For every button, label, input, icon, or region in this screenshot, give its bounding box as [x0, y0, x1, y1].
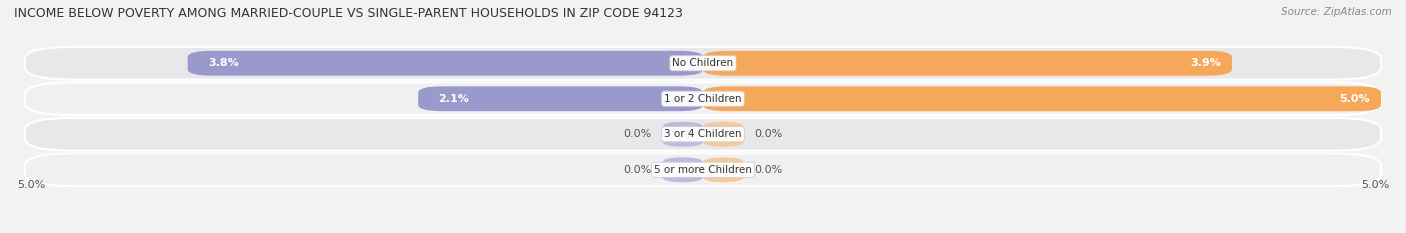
- FancyBboxPatch shape: [418, 86, 703, 111]
- FancyBboxPatch shape: [703, 122, 744, 147]
- Text: 5.0%: 5.0%: [1361, 180, 1389, 190]
- FancyBboxPatch shape: [187, 51, 703, 76]
- FancyBboxPatch shape: [703, 51, 1232, 76]
- FancyBboxPatch shape: [25, 118, 1381, 151]
- FancyBboxPatch shape: [662, 157, 703, 182]
- Text: 0.0%: 0.0%: [623, 129, 651, 139]
- Text: 0.0%: 0.0%: [755, 165, 783, 175]
- Text: No Children: No Children: [672, 58, 734, 68]
- FancyBboxPatch shape: [25, 153, 1381, 186]
- Text: 2.1%: 2.1%: [439, 94, 470, 104]
- Text: 3.8%: 3.8%: [208, 58, 239, 68]
- Text: 5.0%: 5.0%: [17, 180, 45, 190]
- Text: 5 or more Children: 5 or more Children: [654, 165, 752, 175]
- Text: INCOME BELOW POVERTY AMONG MARRIED-COUPLE VS SINGLE-PARENT HOUSEHOLDS IN ZIP COD: INCOME BELOW POVERTY AMONG MARRIED-COUPL…: [14, 7, 683, 20]
- Text: 5.0%: 5.0%: [1340, 94, 1371, 104]
- FancyBboxPatch shape: [703, 157, 744, 182]
- Text: 3.9%: 3.9%: [1191, 58, 1220, 68]
- Text: 3 or 4 Children: 3 or 4 Children: [664, 129, 742, 139]
- FancyBboxPatch shape: [703, 86, 1381, 111]
- Text: 0.0%: 0.0%: [623, 165, 651, 175]
- Text: Source: ZipAtlas.com: Source: ZipAtlas.com: [1281, 7, 1392, 17]
- FancyBboxPatch shape: [25, 82, 1381, 115]
- FancyBboxPatch shape: [25, 47, 1381, 80]
- FancyBboxPatch shape: [662, 122, 703, 147]
- Text: 1 or 2 Children: 1 or 2 Children: [664, 94, 742, 104]
- Text: 0.0%: 0.0%: [755, 129, 783, 139]
